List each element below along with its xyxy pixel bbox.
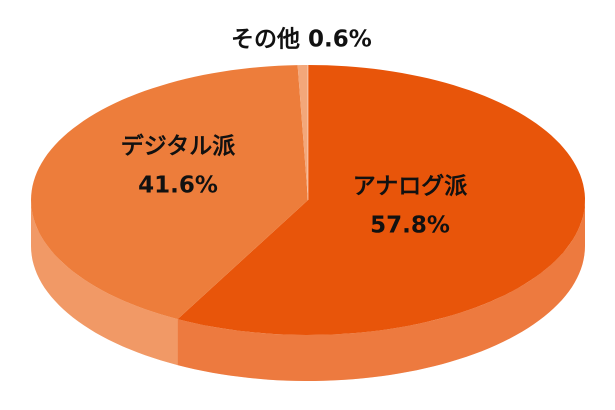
slice-value: 41.6% — [138, 173, 218, 199]
slice-value: 57.8% — [370, 213, 450, 239]
slice-side — [31, 200, 178, 366]
slice-label: デジタル派 — [121, 133, 236, 160]
slice-label: その他 — [231, 27, 300, 53]
slice — [177, 65, 585, 335]
slice-side-shade — [177, 200, 585, 381]
slice-value: 0.6% — [308, 27, 372, 53]
slice-side — [177, 200, 585, 381]
slice — [297, 65, 308, 200]
slice — [31, 65, 308, 320]
slice-label: アナログ派 — [353, 173, 468, 200]
slice-side-shade — [31, 200, 178, 366]
